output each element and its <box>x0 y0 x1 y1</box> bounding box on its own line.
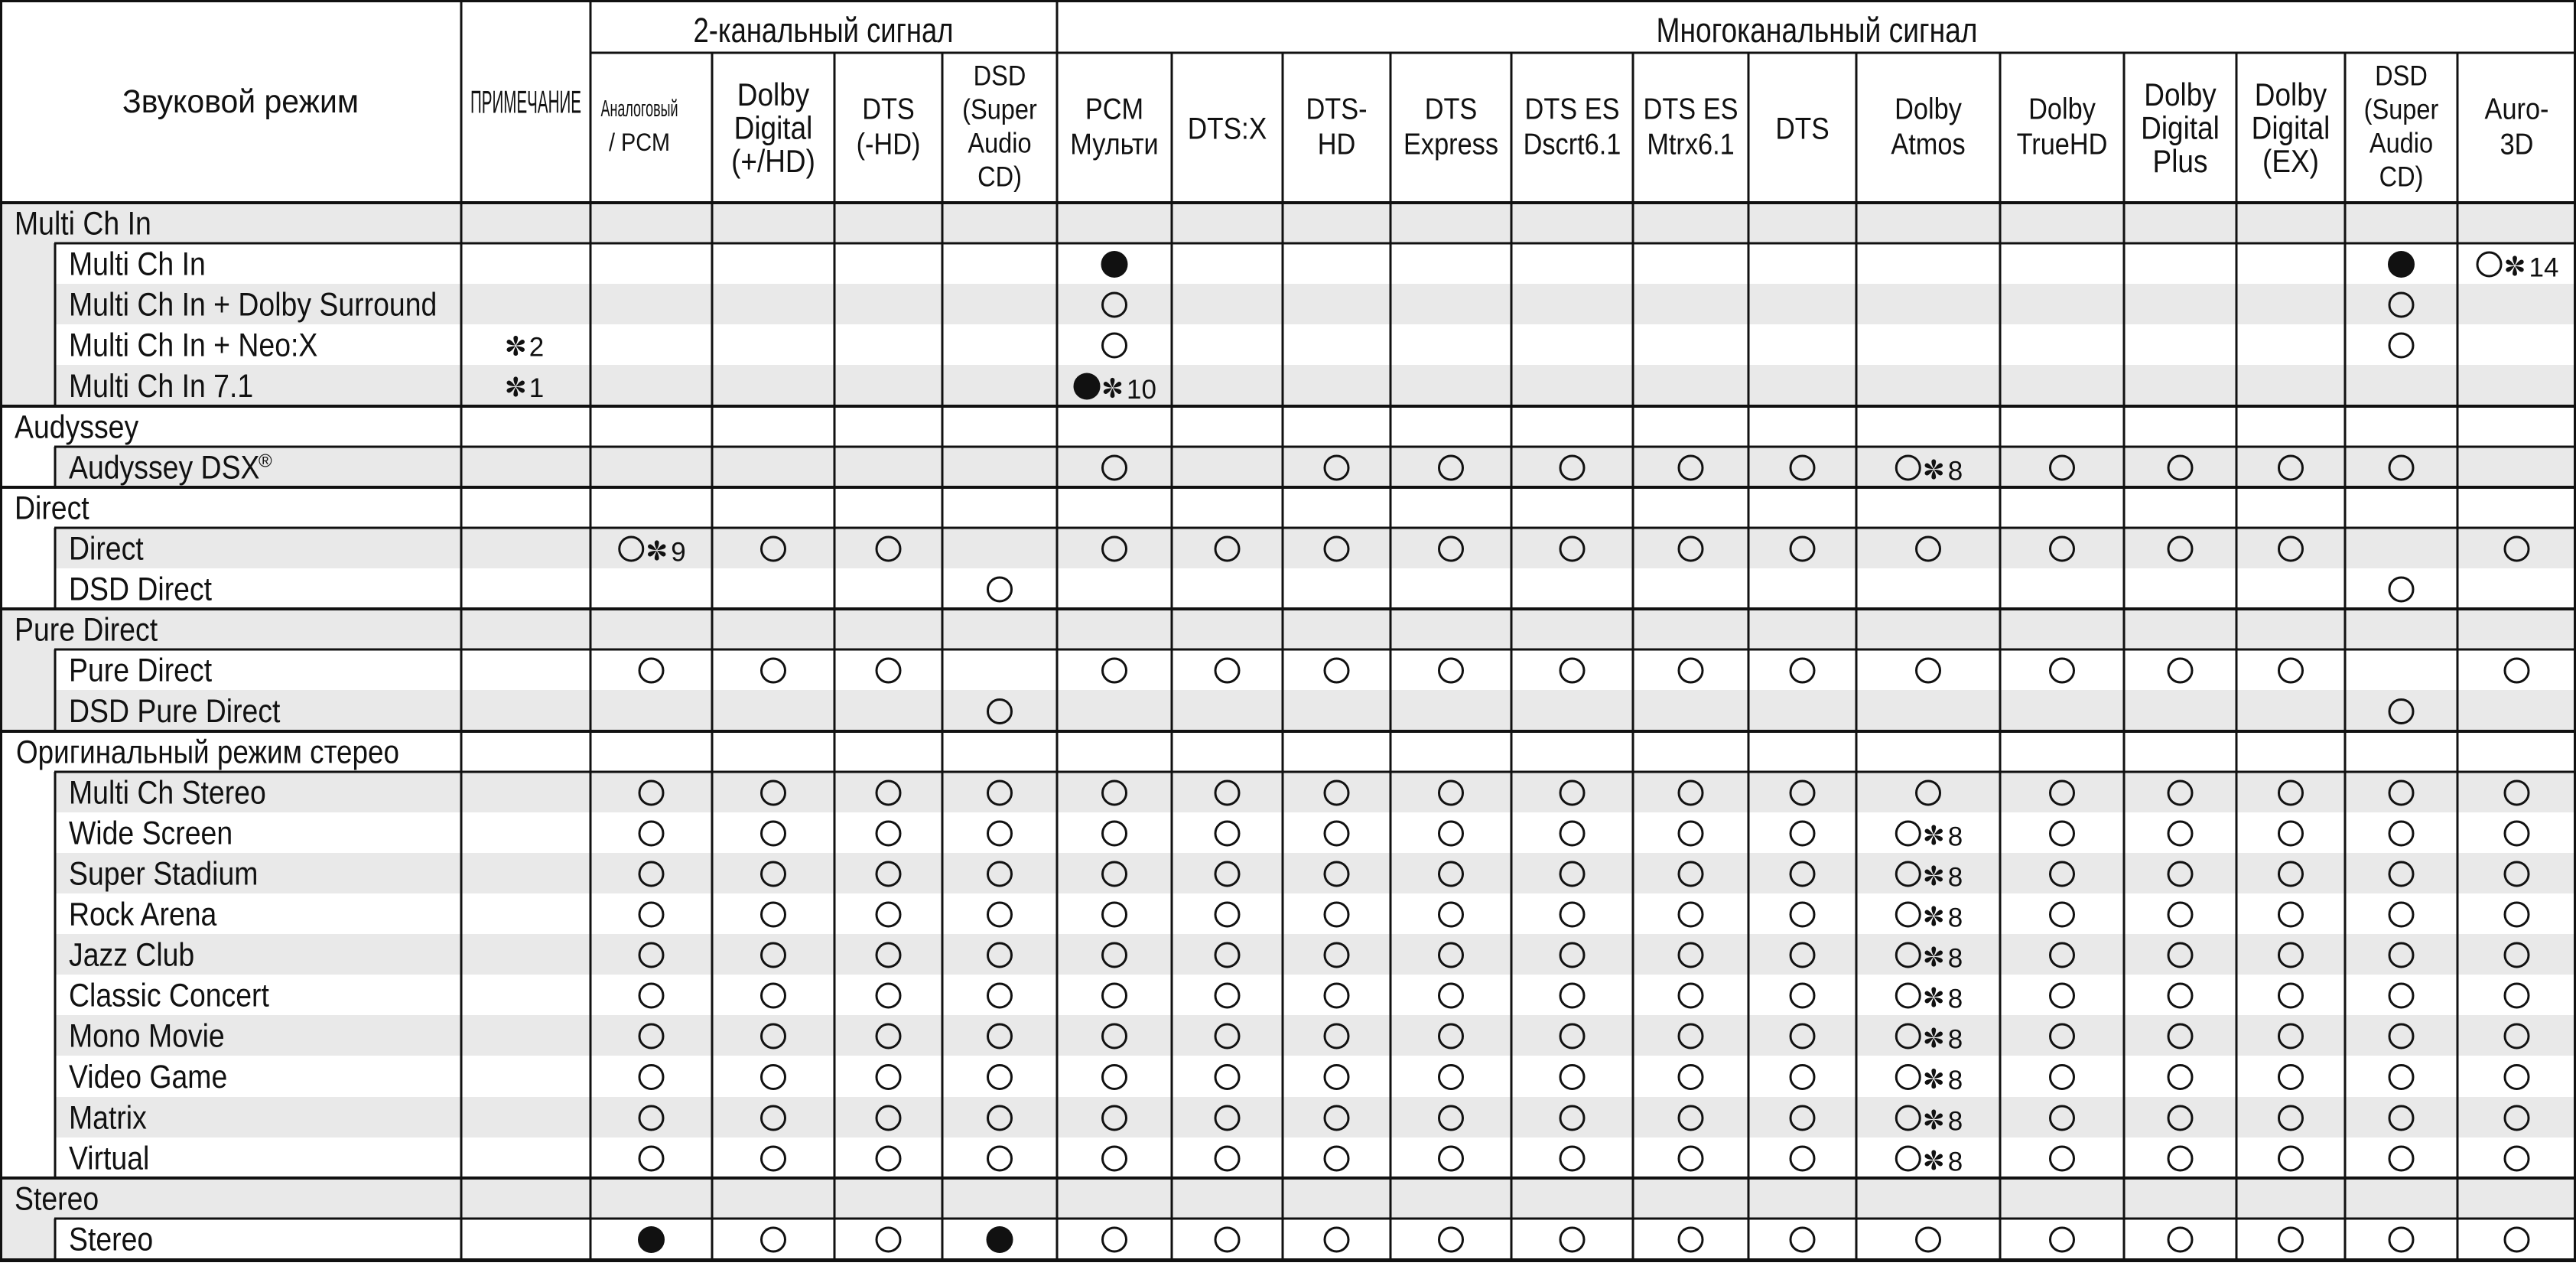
svg-text:Plus: Plus <box>2153 144 2208 180</box>
svg-text:8: 8 <box>1948 822 1963 852</box>
svg-text:TrueHD: TrueHD <box>2017 128 2108 161</box>
svg-text:2-канальный сигнал: 2-канальный сигнал <box>694 11 954 50</box>
svg-text:8: 8 <box>1948 457 1963 487</box>
svg-text:Multi Ch In 7.1: Multi Ch In 7.1 <box>69 368 253 405</box>
svg-text:Stereo: Stereo <box>15 1180 99 1217</box>
svg-text:Wide Screen: Wide Screen <box>69 815 233 851</box>
svg-text:DSD: DSD <box>2375 60 2428 92</box>
svg-text:Multi Ch In: Multi Ch In <box>69 246 206 282</box>
svg-text:Multi Ch In + Neo:X: Multi Ch In + Neo:X <box>69 327 317 363</box>
svg-text:1: 1 <box>529 373 544 403</box>
svg-text:DTS ES: DTS ES <box>1644 93 1738 126</box>
svg-text:Jazz Club: Jazz Club <box>69 936 194 973</box>
svg-text:CD): CD) <box>2379 161 2424 193</box>
svg-text:Multi Ch In + Dolby Surround: Multi Ch In + Dolby Surround <box>69 286 437 323</box>
svg-text:PCM: PCM <box>1085 93 1143 126</box>
svg-text:10: 10 <box>1127 375 1156 405</box>
svg-text:DSD: DSD <box>974 60 1026 92</box>
svg-text:(+/HD): (+/HD) <box>731 144 815 180</box>
svg-text:Mtrx6.1: Mtrx6.1 <box>1647 128 1734 161</box>
svg-text:8: 8 <box>1948 984 1963 1014</box>
svg-text:Direct: Direct <box>69 530 144 567</box>
svg-text:Audio: Audio <box>2369 128 2433 159</box>
svg-text:DTS: DTS <box>862 93 915 126</box>
svg-text:Multi Ch In: Multi Ch In <box>15 205 151 242</box>
svg-text:8: 8 <box>1948 1107 1963 1137</box>
svg-text:Video Game: Video Game <box>69 1059 227 1095</box>
svg-text:DTS ES: DTS ES <box>1525 93 1620 126</box>
svg-text:(Super: (Super <box>2364 94 2439 125</box>
svg-text:Dolby: Dolby <box>2144 77 2217 113</box>
svg-text:Rock Arena: Rock Arena <box>69 896 217 932</box>
svg-text:(-HD): (-HD) <box>857 128 921 161</box>
svg-text:Audyssey: Audyssey <box>15 408 139 445</box>
svg-text:®: ® <box>259 451 272 472</box>
svg-text:Express: Express <box>1403 128 1498 161</box>
svg-text:Atmos: Atmos <box>1891 128 1965 161</box>
svg-text:DTS-: DTS- <box>1306 93 1367 126</box>
svg-text:HD: HD <box>1318 128 1356 161</box>
svg-text:Audyssey DSX: Audyssey DSX <box>69 449 260 486</box>
svg-text:Многоканальный сигнал: Многоканальный сигнал <box>1657 11 1978 50</box>
svg-text:Matrix: Matrix <box>69 1099 147 1136</box>
svg-text:8: 8 <box>1948 1025 1963 1055</box>
svg-text:(Super: (Super <box>962 94 1037 125</box>
svg-text:2: 2 <box>529 333 544 363</box>
svg-text:Звуковой режим: Звуковой режим <box>122 83 359 120</box>
svg-text:Мульти: Мульти <box>1070 128 1158 161</box>
svg-text:Mono Movie: Mono Movie <box>69 1017 225 1054</box>
svg-text:/ PCM: / PCM <box>609 129 670 157</box>
svg-text:DSD Direct: DSD Direct <box>69 571 212 607</box>
svg-text:Audio: Audio <box>968 128 1031 159</box>
svg-text:8: 8 <box>1948 944 1963 974</box>
svg-text:Digital: Digital <box>2141 110 2220 146</box>
svg-text:9: 9 <box>671 538 685 568</box>
svg-text:Dscrt6.1: Dscrt6.1 <box>1524 128 1621 161</box>
svg-text:DTS: DTS <box>1425 93 1478 126</box>
svg-text:Pure Direct: Pure Direct <box>69 652 212 688</box>
svg-text:Dolby: Dolby <box>2255 77 2327 113</box>
svg-text:ПРИМЕЧАНИЕ: ПРИМЕЧАНИЕ <box>470 84 581 120</box>
svg-text:Digital: Digital <box>734 110 813 146</box>
svg-text:CD): CD) <box>977 161 1022 193</box>
svg-text:Multi Ch Stereo: Multi Ch Stereo <box>69 774 266 811</box>
svg-text:Dolby: Dolby <box>2028 93 2096 126</box>
svg-text:8: 8 <box>1948 1066 1963 1095</box>
svg-text:Dolby: Dolby <box>737 77 810 113</box>
svg-text:Аналоговый: Аналоговый <box>601 95 678 122</box>
svg-text:Pure Direct: Pure Direct <box>15 611 158 648</box>
svg-text:8: 8 <box>1948 863 1963 893</box>
svg-text:Auro-: Auro- <box>2485 93 2549 126</box>
svg-text:Direct: Direct <box>15 490 89 526</box>
svg-text:DTS:X: DTS:X <box>1188 111 1267 145</box>
svg-text:DTS: DTS <box>1775 111 1829 145</box>
svg-text:8: 8 <box>1948 903 1963 933</box>
svg-text:14: 14 <box>2529 253 2559 283</box>
svg-text:DSD Pure Direct: DSD Pure Direct <box>69 693 280 730</box>
svg-text:3D: 3D <box>2500 128 2534 161</box>
svg-text:Оригинальный режим стерео: Оригинальный режим стерео <box>16 734 399 771</box>
svg-text:Super Stadium: Super Stadium <box>69 855 258 892</box>
svg-text:Stereo: Stereo <box>69 1221 153 1258</box>
svg-text:(EX): (EX) <box>2262 144 2319 180</box>
svg-text:Classic Concert: Classic Concert <box>69 977 269 1014</box>
svg-text:8: 8 <box>1948 1147 1963 1177</box>
svg-text:Virtual: Virtual <box>69 1140 149 1177</box>
svg-text:Digital: Digital <box>2252 110 2330 146</box>
svg-text:Dolby: Dolby <box>1895 93 1962 126</box>
